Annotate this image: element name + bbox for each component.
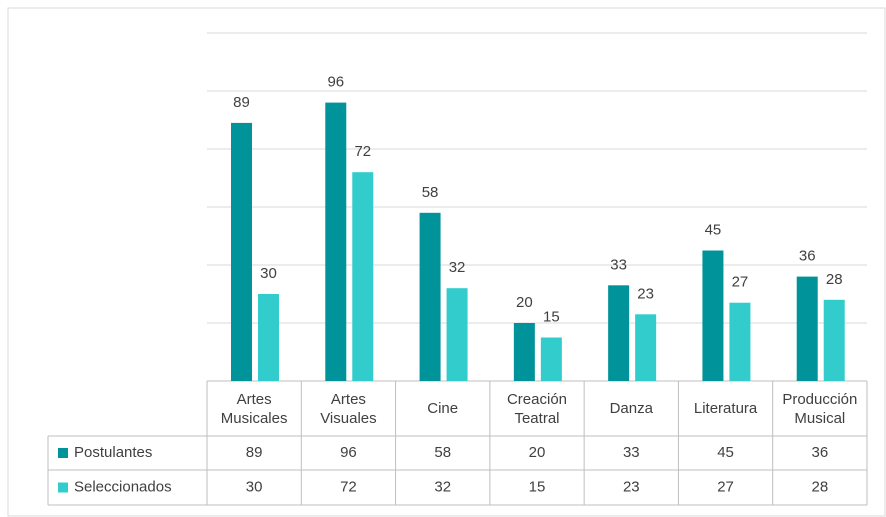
data-label: 89 — [233, 94, 250, 111]
bar — [258, 294, 279, 381]
legend-swatch — [58, 448, 68, 458]
category-label: Cine — [427, 400, 459, 417]
data-label: 33 — [610, 256, 627, 273]
table-value: 32 — [434, 478, 451, 495]
category-label: Artes Visuales — [320, 390, 377, 427]
bar — [635, 314, 657, 381]
bar — [446, 288, 468, 381]
bar — [796, 276, 818, 381]
data-label: 72 — [354, 143, 371, 160]
data-label: 23 — [637, 285, 654, 302]
table-value: 20 — [529, 444, 546, 461]
table-value: 28 — [812, 478, 829, 495]
legend-swatch — [58, 482, 68, 493]
data-label: 32 — [449, 259, 466, 276]
bar — [540, 337, 562, 381]
table-value: 30 — [246, 478, 263, 495]
category-label: Producción Musical — [782, 390, 858, 427]
data-label: 15 — [543, 308, 560, 325]
table-value: 58 — [434, 444, 451, 461]
data-label: 30 — [260, 265, 277, 282]
table-value: 96 — [340, 444, 357, 461]
table-value: 89 — [246, 444, 263, 461]
data-label: 96 — [327, 74, 344, 91]
table-value: 23 — [623, 478, 640, 495]
bar — [513, 323, 535, 381]
table-value: 45 — [717, 444, 734, 461]
bar — [419, 212, 441, 381]
data-label: 28 — [826, 271, 843, 288]
table-value: 33 — [623, 444, 640, 461]
data-label: 20 — [516, 294, 533, 311]
category-label: Danza — [609, 400, 653, 417]
bar — [325, 102, 347, 381]
data-label: 45 — [705, 221, 722, 238]
category-label: Creación Teatral — [506, 390, 567, 427]
bar — [608, 285, 630, 381]
bar — [702, 250, 724, 381]
legend-label: Seleccionados — [74, 478, 172, 495]
table-value: 27 — [717, 478, 734, 495]
category-label: Literatura — [693, 400, 758, 417]
bar — [352, 172, 374, 381]
data-label: 58 — [422, 184, 439, 201]
table-value: 72 — [340, 478, 357, 495]
chart-frame — [7, 7, 886, 517]
table-value: 36 — [812, 444, 829, 461]
table-value: 15 — [529, 478, 546, 495]
category-label: Artes Musicales — [220, 390, 288, 427]
bar — [823, 299, 845, 381]
legend-label: Postulantes — [74, 444, 152, 461]
bar — [231, 122, 252, 382]
bar — [729, 302, 751, 381]
data-label: 36 — [799, 248, 816, 265]
data-label: 27 — [732, 274, 749, 291]
